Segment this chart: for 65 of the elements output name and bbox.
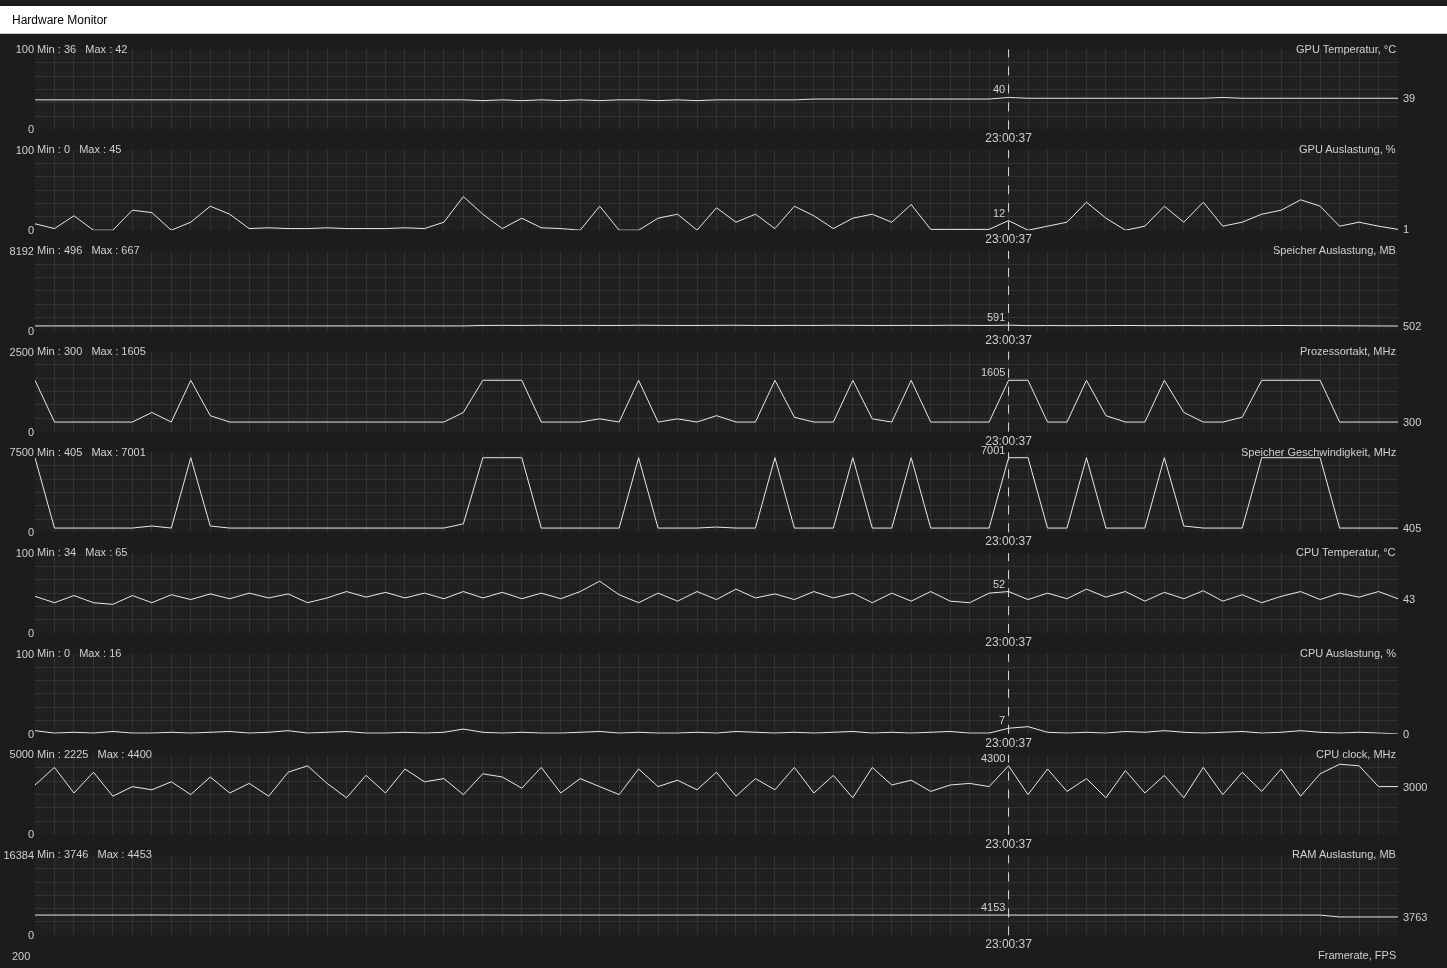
y-tick-label: 0 (27, 123, 34, 136)
x-tick-label: 23:00:37 (985, 131, 1033, 146)
annotation: 7 (999, 714, 1006, 726)
chart-title: RAM Auslastung, MB (1292, 848, 1396, 860)
annotation: 1605 (981, 366, 1006, 378)
y-tick-label: 0 (27, 828, 34, 841)
text: 502 (1403, 320, 1422, 332)
chart-title: CPU clock, MHz (1316, 748, 1397, 760)
annotation: Min : 34 Max : 65 (37, 546, 128, 558)
y-tick-label: 100 (15, 546, 34, 559)
x-tick-label: 23:00:37 (985, 534, 1033, 549)
annotation: 591 (987, 311, 1006, 323)
y-tick-label: 0 (27, 425, 34, 438)
text: 3000 (1403, 781, 1428, 793)
annotation: Min : 3746 Max : 4453 (37, 848, 152, 860)
text: 300 (1403, 416, 1422, 428)
x-tick-label: 23:00:37 (985, 937, 1033, 952)
annotation: 40 (993, 83, 1006, 95)
text: 3763 (1403, 911, 1428, 923)
x-tick-label: 23:00:37 (985, 735, 1033, 750)
annotation: Min : 0 Max : 45 (37, 143, 122, 155)
annotation: Min : 0 Max : 16 (37, 647, 122, 659)
chart-title: GPU Temperatur, °C (1296, 43, 1397, 55)
y-tick-label: 5000 (9, 748, 34, 761)
chart-title: CPU Temperatur, °C (1296, 546, 1396, 558)
text: 200 (12, 950, 31, 962)
text: 405 (1403, 522, 1422, 534)
y-tick-label: 100 (15, 144, 34, 157)
chart-title: Prozessortakt, MHz (1300, 345, 1396, 357)
text: Framerate, FPS (1318, 949, 1397, 961)
annotation: Min : 2225 Max : 4400 (37, 748, 152, 760)
annotation: Min : 300 Max : 1605 (37, 345, 146, 357)
y-tick-label: 100 (15, 43, 34, 56)
text: 39 (1403, 92, 1416, 104)
annotation: Min : 405 Max : 7001 (37, 446, 146, 458)
y-tick-label: 0 (27, 324, 34, 337)
text: Hardware Monitor (12, 13, 108, 27)
x-tick-label: 23:00:37 (985, 232, 1033, 247)
y-tick-label: 100 (15, 647, 34, 660)
annotation: 12 (993, 207, 1006, 219)
annotation: 7001 (981, 444, 1006, 456)
annotation: 52 (993, 578, 1006, 590)
y-tick-label: 0 (27, 224, 34, 237)
annotation: Min : 496 Max : 667 (37, 244, 140, 256)
chart-title: CPU Auslastung, % (1300, 647, 1397, 659)
text: 1 (1403, 223, 1410, 235)
y-tick-label: 8192 (9, 244, 34, 257)
y-tick-label: 2500 (9, 345, 34, 358)
chart-title: Speicher Geschwindigkeit, MHz (1241, 446, 1397, 458)
annotation: Min : 36 Max : 42 (37, 43, 128, 55)
x-tick-label: 23:00:37 (985, 332, 1033, 347)
x-tick-label: 23:00:37 (985, 836, 1033, 851)
y-tick-label: 0 (27, 626, 34, 639)
y-tick-label: 16384 (3, 849, 34, 862)
text: 0 (1403, 728, 1410, 740)
y-tick-label: 0 (27, 526, 34, 539)
text: 43 (1403, 593, 1416, 605)
y-tick-label: 7500 (9, 446, 34, 459)
y-tick-label: 0 (27, 727, 34, 740)
chart-title: GPU Auslastung, % (1299, 143, 1396, 155)
annotation: 4153 (981, 901, 1006, 913)
x-tick-label: 23:00:37 (985, 635, 1033, 650)
chart-title: Speicher Auslastung, MB (1273, 244, 1396, 256)
y-tick-label: 0 (27, 929, 34, 942)
annotation: 4300 (981, 752, 1006, 764)
